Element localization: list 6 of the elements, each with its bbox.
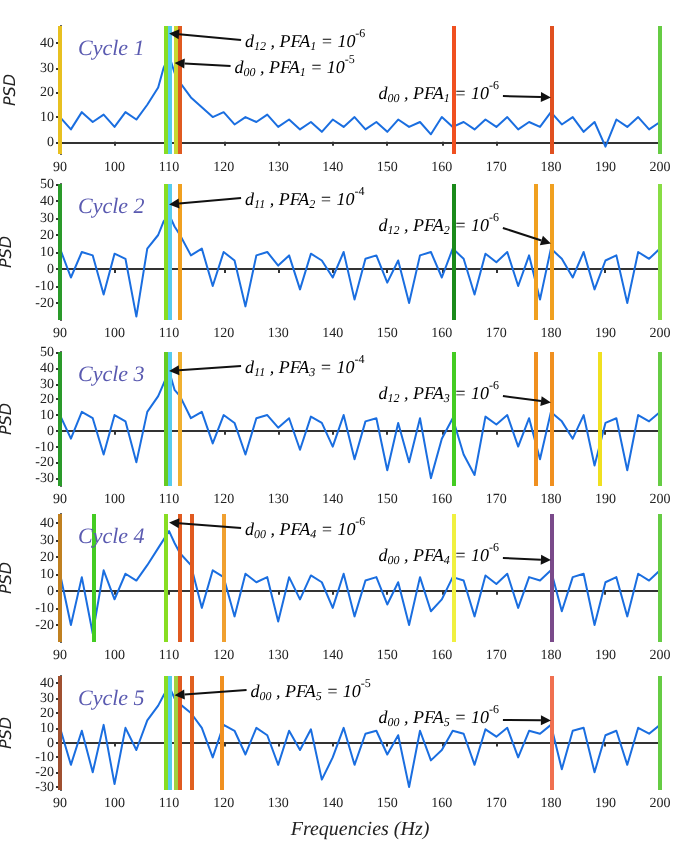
x-axis-title: Frequencies (Hz) [288, 819, 431, 841]
text: Cycle 2 [78, 195, 146, 219]
text: Cycle 3 [78, 363, 146, 387]
text: Cycle 1 [78, 37, 145, 61]
text: Cycle 5 [78, 687, 146, 711]
y-axis-title: PSD [1, 73, 20, 107]
